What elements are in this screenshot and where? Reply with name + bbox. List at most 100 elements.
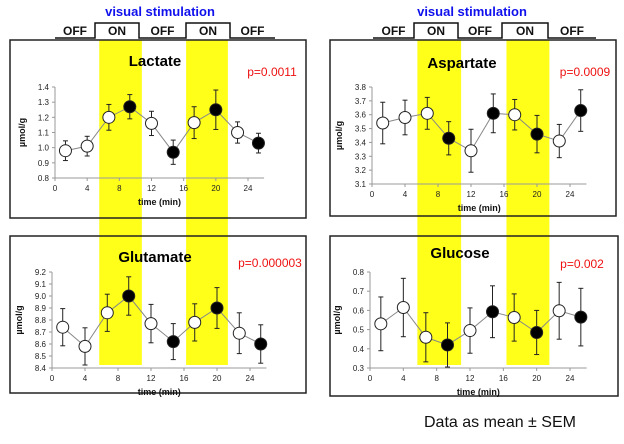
- x-tick-label: 4: [403, 190, 408, 199]
- stimulation-band: [506, 40, 550, 365]
- chart-title: Lactate: [129, 53, 182, 70]
- data-point: [232, 326, 246, 340]
- x-tick-label: 0: [53, 184, 58, 193]
- data-point: [486, 106, 500, 120]
- y-tick-label: 0.9: [38, 159, 50, 168]
- data-point: [187, 116, 201, 130]
- x-tick-label: 24: [244, 184, 253, 193]
- series-line: [382, 110, 582, 152]
- x-tick-label: 0: [50, 374, 55, 383]
- data-point: [188, 315, 202, 329]
- data-point: [144, 317, 158, 331]
- chart-title: Aspartate: [427, 55, 496, 72]
- y-tick-label: 1.2: [38, 113, 50, 122]
- y-tick-label: 8.7: [35, 328, 47, 337]
- x-tick-label: 16: [500, 190, 509, 199]
- phase-label: ON: [108, 24, 126, 38]
- y-tick-label: 3.6: [355, 111, 367, 120]
- data-point: [166, 145, 180, 159]
- data-point: [464, 144, 478, 158]
- y-axis-label: µmol/g: [334, 121, 344, 150]
- chart-frame: [9, 39, 307, 219]
- stim-title: visual stimulation: [417, 4, 527, 19]
- y-axis-label: µmol/g: [332, 305, 342, 334]
- p-value: p=0.002: [560, 257, 604, 271]
- y-tick-label: 3.1: [355, 180, 367, 189]
- x-tick-label: 8: [116, 374, 121, 383]
- data-point: [166, 335, 180, 349]
- data-point: [486, 305, 499, 319]
- data-point: [100, 306, 114, 320]
- data-point: [463, 324, 477, 338]
- y-tick-label: 0.3: [353, 364, 365, 373]
- y-tick-label: 1.0: [38, 144, 50, 153]
- y-tick-label: 0.7: [353, 287, 365, 296]
- x-tick-label: 0: [368, 374, 373, 383]
- data-point: [251, 136, 265, 150]
- phase-label: ON: [199, 24, 217, 38]
- data-point: [530, 325, 544, 339]
- chart-title: Glucose: [430, 245, 489, 262]
- stimulation-band: [417, 40, 462, 365]
- data-point: [231, 126, 245, 139]
- x-tick-label: 16: [180, 374, 189, 383]
- x-tick-label: 12: [147, 374, 156, 383]
- p-value: p=0.0009: [560, 65, 611, 79]
- data-point: [122, 289, 136, 303]
- y-tick-label: 8.9: [35, 304, 47, 313]
- x-tick-label: 20: [211, 184, 220, 193]
- y-tick-label: 3.4: [355, 138, 367, 147]
- x-tick-label: 4: [83, 374, 88, 383]
- series-line: [62, 295, 261, 348]
- phase-label: ON: [516, 24, 534, 38]
- chart-lactate: 0 4 8 12 16 20 24 0.8 0.9 1.0 1.1 1.2 1.3 1.4 time (mi…: [9, 39, 307, 219]
- x-tick-label: 4: [85, 184, 90, 193]
- data-point: [574, 310, 588, 324]
- footer-note: Data as mean ± SEM: [424, 414, 576, 431]
- data-point: [123, 100, 137, 114]
- y-tick-label: 0.4: [353, 345, 365, 354]
- phase-label: OFF: [560, 24, 584, 38]
- data-point: [102, 110, 116, 124]
- data-point: [58, 144, 72, 158]
- x-tick-label: 8: [117, 184, 122, 193]
- chart-frame: [329, 235, 619, 397]
- chart-glutamate: 0 4 8 12 16 20 24 8.4 8.5 8.6 8.7 8.8 8.9 9.0 9.1 9.2 ti…: [9, 235, 307, 397]
- phase-label: OFF: [382, 24, 406, 38]
- data-point: [145, 116, 158, 130]
- data-point: [508, 108, 522, 122]
- data-point: [398, 110, 412, 124]
- series-line: [65, 106, 259, 154]
- y-axis-label: µmol/g: [17, 118, 27, 147]
- y-tick-label: 1.3: [38, 98, 50, 107]
- data-point: [442, 131, 456, 145]
- y-tick-label: 1.4: [38, 83, 50, 92]
- data-point: [254, 337, 268, 351]
- data-point: [396, 301, 410, 315]
- x-tick-label: 8: [436, 190, 441, 199]
- x-tick-label: 20: [532, 374, 541, 383]
- x-tick-label: 12: [147, 184, 156, 193]
- x-axis-label: time (min): [138, 387, 181, 397]
- y-axis-label: µmol/g: [14, 305, 24, 334]
- x-tick-label: 16: [179, 184, 188, 193]
- data-point: [507, 311, 521, 325]
- data-point: [574, 104, 588, 118]
- y-tick-label: 0.8: [353, 268, 365, 277]
- chart-frame: [329, 39, 617, 217]
- chart-frame: [9, 235, 307, 394]
- data-point: [441, 338, 454, 352]
- data-point: [374, 317, 388, 331]
- y-tick-label: 1.1: [38, 129, 50, 138]
- data-point: [552, 134, 566, 148]
- phase-label: OFF: [151, 24, 175, 38]
- x-tick-label: 12: [466, 374, 475, 383]
- y-tick-label: 3.3: [355, 152, 367, 161]
- phase-label: OFF: [241, 24, 265, 38]
- series-line: [380, 306, 581, 346]
- y-tick-label: 3.2: [355, 166, 367, 175]
- y-tick-label: 8.5: [35, 352, 47, 361]
- phase-label: OFF: [63, 24, 87, 38]
